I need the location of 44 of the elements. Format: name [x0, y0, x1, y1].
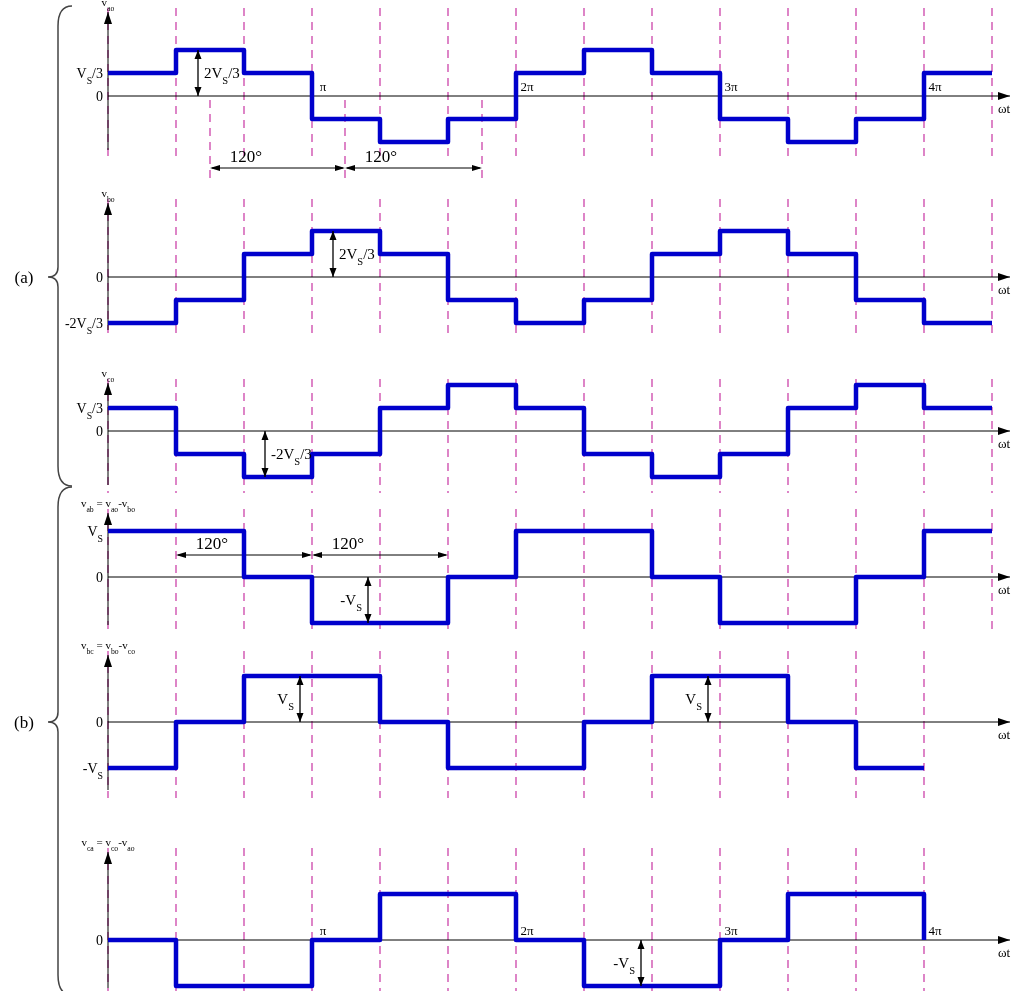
- text: 0: [96, 269, 103, 285]
- y-axis-title: v$_{ao}$: [101, 0, 115, 13]
- x-axis-title: ωt: [997, 582, 1011, 597]
- x-axis-title: ωt: [997, 436, 1011, 451]
- x-tick-label: 2π: [520, 79, 534, 94]
- annotation: -V$_{S}$: [340, 592, 363, 613]
- text: V$_{S}$/3: [76, 400, 103, 421]
- text: (b): [14, 712, 34, 732]
- y-axis-title: v$_{bc}$ = v$_{bo}$-v$_{co}$: [80, 639, 136, 656]
- y-axis-title: v$_{bo}$: [101, 187, 115, 204]
- text: 0: [96, 423, 103, 439]
- text: 0: [96, 714, 103, 730]
- annotation: -2V$_{S}$/3: [271, 446, 312, 467]
- text: V$_{S}$/3: [76, 65, 103, 86]
- annotation: 2V$_{S}$/3: [339, 246, 375, 267]
- text: 0: [96, 88, 103, 104]
- text: -V$_{S}$: [82, 760, 103, 781]
- text: 0: [96, 569, 103, 585]
- text: 120°: [229, 147, 263, 166]
- text: V$_{S}$: [87, 523, 103, 544]
- y-axis-title: v$_{ca}$ = v$_{co}$-v$_{ao}$: [81, 836, 135, 853]
- x-axis-title: ωt: [997, 727, 1011, 742]
- x-tick-label: 4π: [928, 923, 942, 938]
- x-tick-label: 3π: [724, 79, 738, 94]
- x-tick-label: π: [319, 923, 327, 938]
- annotation: 120°: [195, 534, 229, 553]
- x-tick-label: 3π: [724, 923, 738, 938]
- annotation: 2V$_{S}$/3: [204, 65, 240, 86]
- annotation: V$_{S}$: [685, 691, 703, 712]
- x-axis-title: ωt: [997, 945, 1011, 960]
- x-axis-title: ωt: [997, 101, 1011, 116]
- x-axis-title: ωt: [997, 282, 1011, 297]
- annotation: 120°: [331, 534, 365, 553]
- annotation: -V$_{S}$: [613, 955, 636, 976]
- text: -2V$_{S}$/3: [64, 315, 103, 336]
- text: (a): [14, 267, 34, 287]
- x-tick-label: 2π: [520, 923, 534, 938]
- x-tick-label: π: [319, 79, 327, 94]
- y-axis-title: v$_{ab}$ = v$_{ao}$-v$_{bo}$: [80, 497, 136, 514]
- text: 0: [96, 932, 103, 948]
- x-tick-label: 4π: [928, 79, 942, 94]
- y-axis-title: v$_{co}$: [101, 367, 115, 384]
- text: 120°: [364, 147, 398, 166]
- annotation: V$_{S}$: [277, 691, 295, 712]
